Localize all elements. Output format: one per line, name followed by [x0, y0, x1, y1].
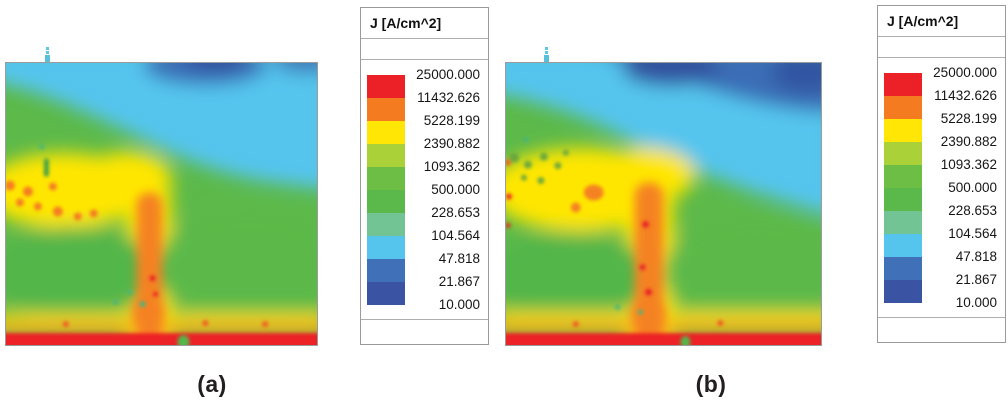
legend-title: J [A/cm^2]: [878, 6, 1005, 37]
region-speckles: [506, 137, 724, 328]
legend-level-label: 25000.000: [933, 65, 997, 80]
legend-color-swatch: [884, 73, 922, 96]
colorbar-legend-a: J [A/cm^2] 25000.000 11432.626 5228.199 239…: [360, 7, 489, 345]
colorbar-legend-b: J [A/cm^2] 25000.000 11432.626 5228.199 239…: [877, 5, 1006, 343]
legend-level-label: 104.564: [431, 228, 480, 243]
legend-color-swatch: [367, 121, 405, 144]
legend-level-label: 47.818: [438, 251, 480, 266]
legend-color-swatch: [367, 282, 405, 305]
legend-level-label: 2390.882: [940, 134, 997, 149]
region-bottom-red-strip: [6, 333, 317, 345]
legend-level-label: 500.000: [431, 182, 480, 197]
legend-footer: [878, 317, 1005, 344]
legend-body: 25000.000 11432.626 5228.199 2390.882 1093.3…: [361, 60, 488, 319]
region-bottom-red-strip: [506, 333, 821, 345]
legend-footer: [361, 319, 488, 346]
current-density-map-a: [5, 62, 318, 346]
legend-level-label: 11432.626: [934, 88, 997, 103]
legend-level-label: 1093.362: [940, 157, 997, 172]
legend-color-swatch: [884, 188, 922, 211]
legend-color-bar: [884, 73, 922, 303]
legend-color-swatch: [367, 75, 405, 98]
legend-color-swatch: [884, 96, 922, 119]
legend-color-swatch: [884, 211, 922, 234]
legend-color-swatch: [884, 257, 922, 280]
legend-level-label: 228.653: [948, 203, 997, 218]
legend-color-swatch: [367, 144, 405, 167]
legend-level-label: 500.000: [948, 180, 997, 195]
legend-color-swatch: [367, 213, 405, 236]
region-high-current-column: [131, 192, 166, 343]
legend-color-swatch: [367, 236, 405, 259]
legend-level-label: 2390.882: [423, 136, 480, 151]
legend-level-label: 21.867: [955, 272, 997, 287]
legend-level-label: 11432.626: [417, 90, 480, 105]
axis-marker-icon: [45, 47, 50, 63]
legend-level-label: 47.818: [955, 249, 997, 264]
legend-spacer: [361, 39, 488, 60]
region-bottom-green-notch: [680, 336, 691, 345]
axis-marker-icon: [544, 47, 549, 63]
region-high-current-column: [630, 182, 667, 345]
legend-level-label: 104.564: [948, 226, 997, 241]
legend-color-swatch: [367, 190, 405, 213]
legend-color-swatch: [367, 167, 405, 190]
panel-caption-b: (b): [695, 371, 727, 397]
legend-level-label: 21.867: [438, 274, 480, 289]
legend-level-label: 5228.199: [423, 113, 480, 128]
legend-body: 25000.000 11432.626 5228.199 2390.882 1093.3…: [878, 58, 1005, 317]
panel-caption-a: (a): [197, 371, 227, 397]
region-speckles: [6, 144, 269, 328]
legend-color-swatch: [884, 119, 922, 142]
legend-title: J [A/cm^2]: [361, 8, 488, 39]
legend-level-labels: 25000.000 11432.626 5228.199 2390.882 1093.3…: [400, 60, 480, 319]
legend-level-label: 1093.362: [423, 159, 480, 174]
legend-level-label: 25000.000: [416, 67, 480, 82]
legend-level-label: 10.000: [955, 295, 997, 310]
field-plot-b-svg: [506, 63, 821, 345]
current-density-map-b: [505, 62, 822, 346]
legend-level-label: 5228.199: [940, 111, 997, 126]
legend-color-swatch: [884, 165, 922, 188]
legend-level-label: 228.653: [431, 205, 480, 220]
legend-spacer: [878, 37, 1005, 58]
legend-color-swatch: [367, 98, 405, 121]
legend-color-bar: [367, 75, 405, 305]
legend-color-swatch: [884, 234, 922, 257]
legend-level-labels: 25000.000 11432.626 5228.199 2390.882 1093.3…: [917, 58, 997, 317]
region-bottom-green-notch: [177, 335, 190, 345]
field-plot-a-svg: [6, 63, 317, 345]
legend-color-swatch: [884, 142, 922, 165]
legend-color-swatch: [367, 259, 405, 282]
legend-color-swatch: [884, 280, 922, 303]
legend-level-label: 10.000: [438, 297, 480, 312]
